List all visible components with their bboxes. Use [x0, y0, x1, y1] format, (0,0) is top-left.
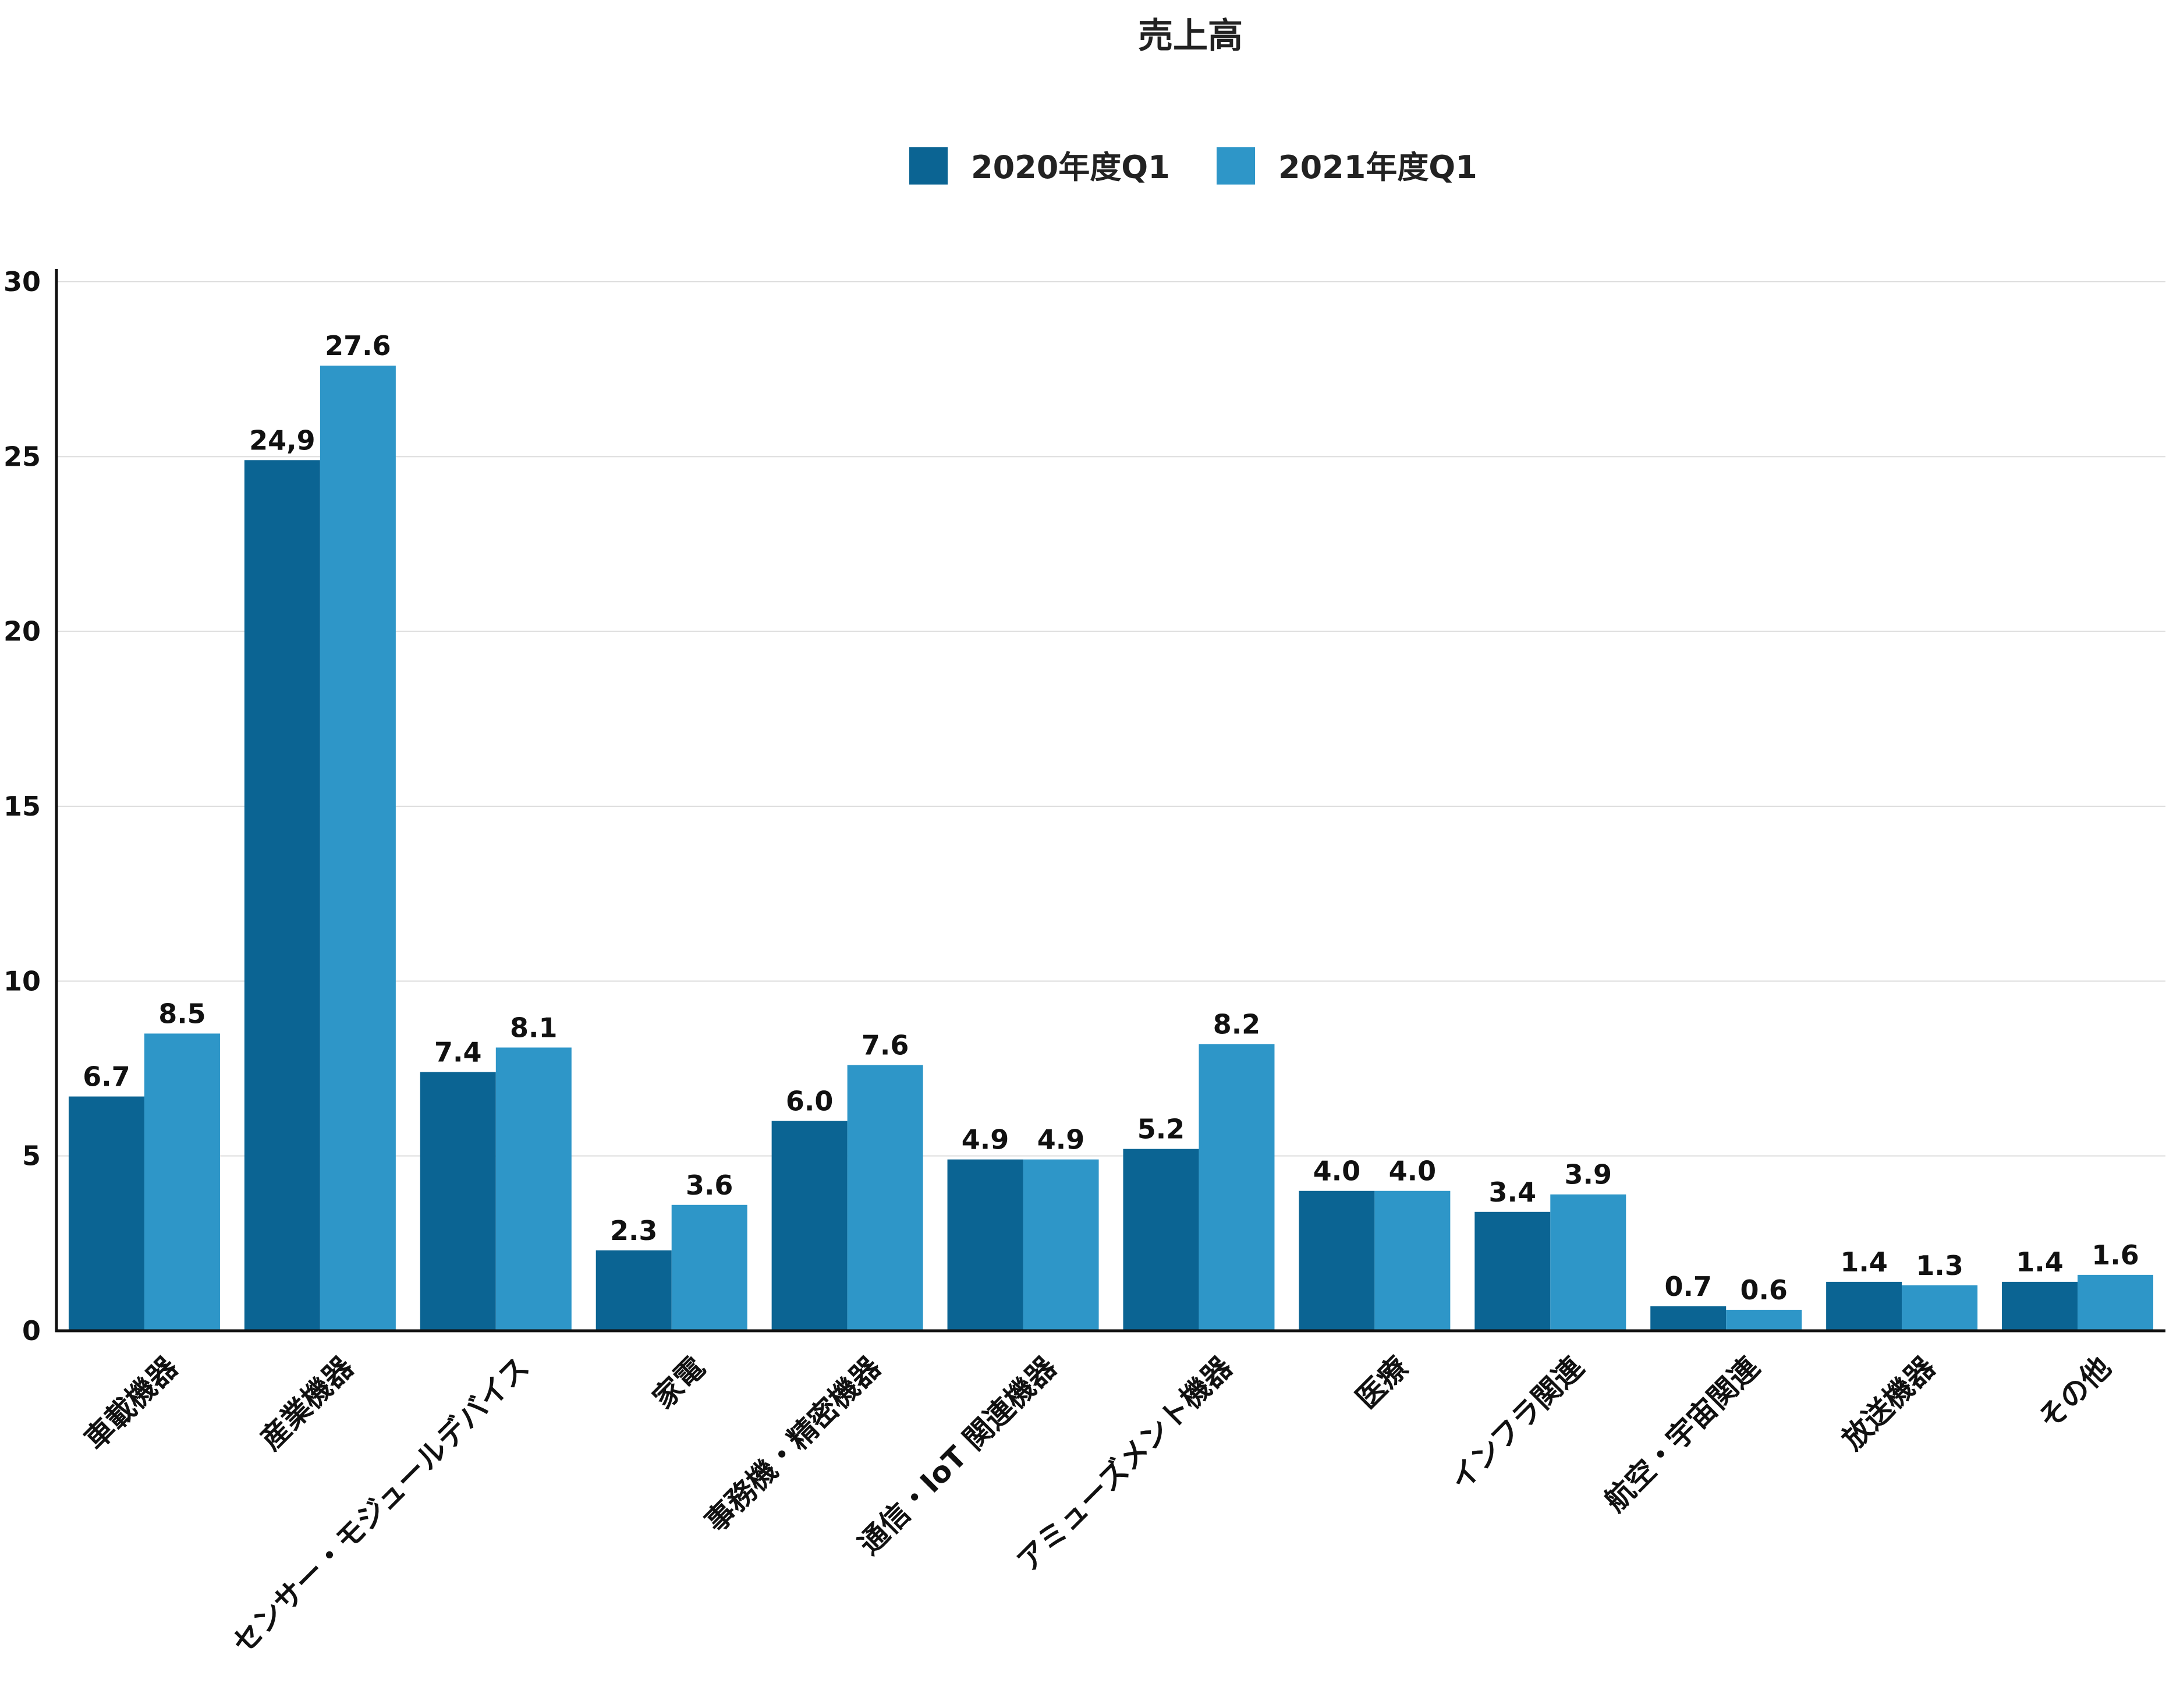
category-label-11: 放送機器 [1835, 1350, 1942, 1457]
data-label-1-10: 0.7 [1664, 1271, 1712, 1302]
data-label-2-7: 8.2 [1213, 1008, 1261, 1040]
category-label-3: センサー・モジュールデバイス [226, 1350, 536, 1660]
y-tick-label: 25 [3, 441, 41, 472]
bar-2-3 [495, 1047, 572, 1331]
y-tick-label: 0 [22, 1315, 41, 1346]
y-tick-label: 20 [3, 616, 41, 647]
y-tick-label: 15 [3, 791, 41, 822]
bar-1-12 [2002, 1281, 2078, 1331]
bar-1-6 [947, 1159, 1023, 1331]
bar-2-1 [144, 1033, 220, 1331]
data-label-2-11: 1.3 [1916, 1250, 1963, 1281]
data-label-1-5: 6.0 [786, 1086, 834, 1117]
bar-2-10 [1726, 1309, 1802, 1331]
category-label-5: 事務機・精密機器 [699, 1350, 888, 1539]
data-label-1-12: 1.4 [2016, 1246, 2064, 1278]
legend-label-1: 2020年度Q1 [971, 149, 1170, 186]
y-tick-label: 30 [3, 266, 41, 297]
legend-item-1: 2020年度Q1 [909, 147, 1170, 186]
category-label-10: 航空・宇宙関連 [1598, 1350, 1766, 1518]
data-label-1-2: 24,9 [249, 424, 316, 456]
category-label-6: 通信・IoT 関連機器 [852, 1350, 1064, 1561]
bar-1-1 [68, 1096, 144, 1331]
data-label-1-8: 4.0 [1313, 1156, 1361, 1187]
legend-label-2: 2021年度Q1 [1278, 149, 1477, 186]
data-label-2-12: 1.6 [2092, 1239, 2139, 1271]
bar-1-10 [1650, 1306, 1727, 1331]
data-label-1-3: 7.4 [434, 1037, 482, 1068]
data-label-1-9: 3.4 [1489, 1177, 1537, 1208]
data-label-2-4: 3.6 [686, 1170, 733, 1201]
data-label-2-6: 4.9 [1037, 1124, 1085, 1156]
category-label-12: その他 [2032, 1350, 2117, 1436]
data-label-2-1: 8.5 [158, 998, 206, 1029]
chart-title: 売上高 [1138, 16, 1243, 56]
bar-1-2 [244, 460, 320, 1331]
bar-2-5 [847, 1065, 923, 1331]
bar-1-4 [595, 1250, 672, 1331]
data-label-1-1: 6.7 [83, 1061, 130, 1093]
category-label-1: 車載機器 [78, 1350, 185, 1457]
data-labels: 6.7 8.5 24,9 27.6 7.4 8.1 2.3 3.6 6.0 7.6 4.9 4.9 5.… [83, 330, 2139, 1306]
data-label-1-7: 5.2 [1137, 1114, 1185, 1145]
bar-2-9 [1550, 1194, 1626, 1331]
axes [55, 269, 2165, 1333]
data-label-2-2: 27.6 [325, 330, 391, 362]
bar-2-4 [671, 1204, 747, 1331]
bar-2-2 [320, 366, 396, 1331]
data-label-1-4: 2.3 [610, 1215, 658, 1246]
legend-item-2: 2021年度Q1 [1217, 147, 1477, 186]
bar-2-12 [2078, 1274, 2154, 1331]
data-label-2-8: 4.0 [1389, 1156, 1437, 1187]
legend-swatch-1 [909, 147, 948, 185]
bar-2-6 [1023, 1159, 1099, 1331]
y-axis-ticks: 0 5 10 15 20 25 30 [3, 266, 41, 1346]
category-label-9: インフラ関連 [1444, 1350, 1591, 1497]
gridlines [56, 281, 2165, 1157]
data-label-2-10: 0.6 [1740, 1274, 1788, 1306]
data-label-2-9: 3.9 [1565, 1159, 1612, 1190]
bar-1-11 [1826, 1281, 1902, 1331]
bar-2-11 [1902, 1285, 1978, 1331]
bar-2-7 [1199, 1044, 1275, 1331]
data-label-2-3: 8.1 [510, 1012, 558, 1043]
legend-swatch-2 [1217, 147, 1255, 185]
bar-1-7 [1123, 1149, 1199, 1331]
category-label-2: 産業機器 [254, 1350, 360, 1457]
category-label-4: 家電 [646, 1350, 711, 1415]
bar-1-3 [420, 1072, 496, 1331]
legend: 2020年度Q1 2021年度Q1 [909, 147, 1477, 186]
bar-2-8 [1374, 1190, 1451, 1331]
bar-1-9 [1474, 1211, 1551, 1331]
bar-1-5 [771, 1121, 848, 1331]
y-tick-label: 5 [22, 1140, 41, 1172]
bar-1-8 [1299, 1190, 1375, 1331]
bars [68, 366, 2154, 1331]
data-label-1-11: 1.4 [1840, 1246, 1888, 1278]
category-label-8: 医療 [1349, 1350, 1415, 1415]
data-label-2-5: 7.6 [862, 1029, 909, 1061]
y-tick-label: 10 [3, 965, 41, 997]
data-label-1-6: 4.9 [962, 1124, 1009, 1156]
